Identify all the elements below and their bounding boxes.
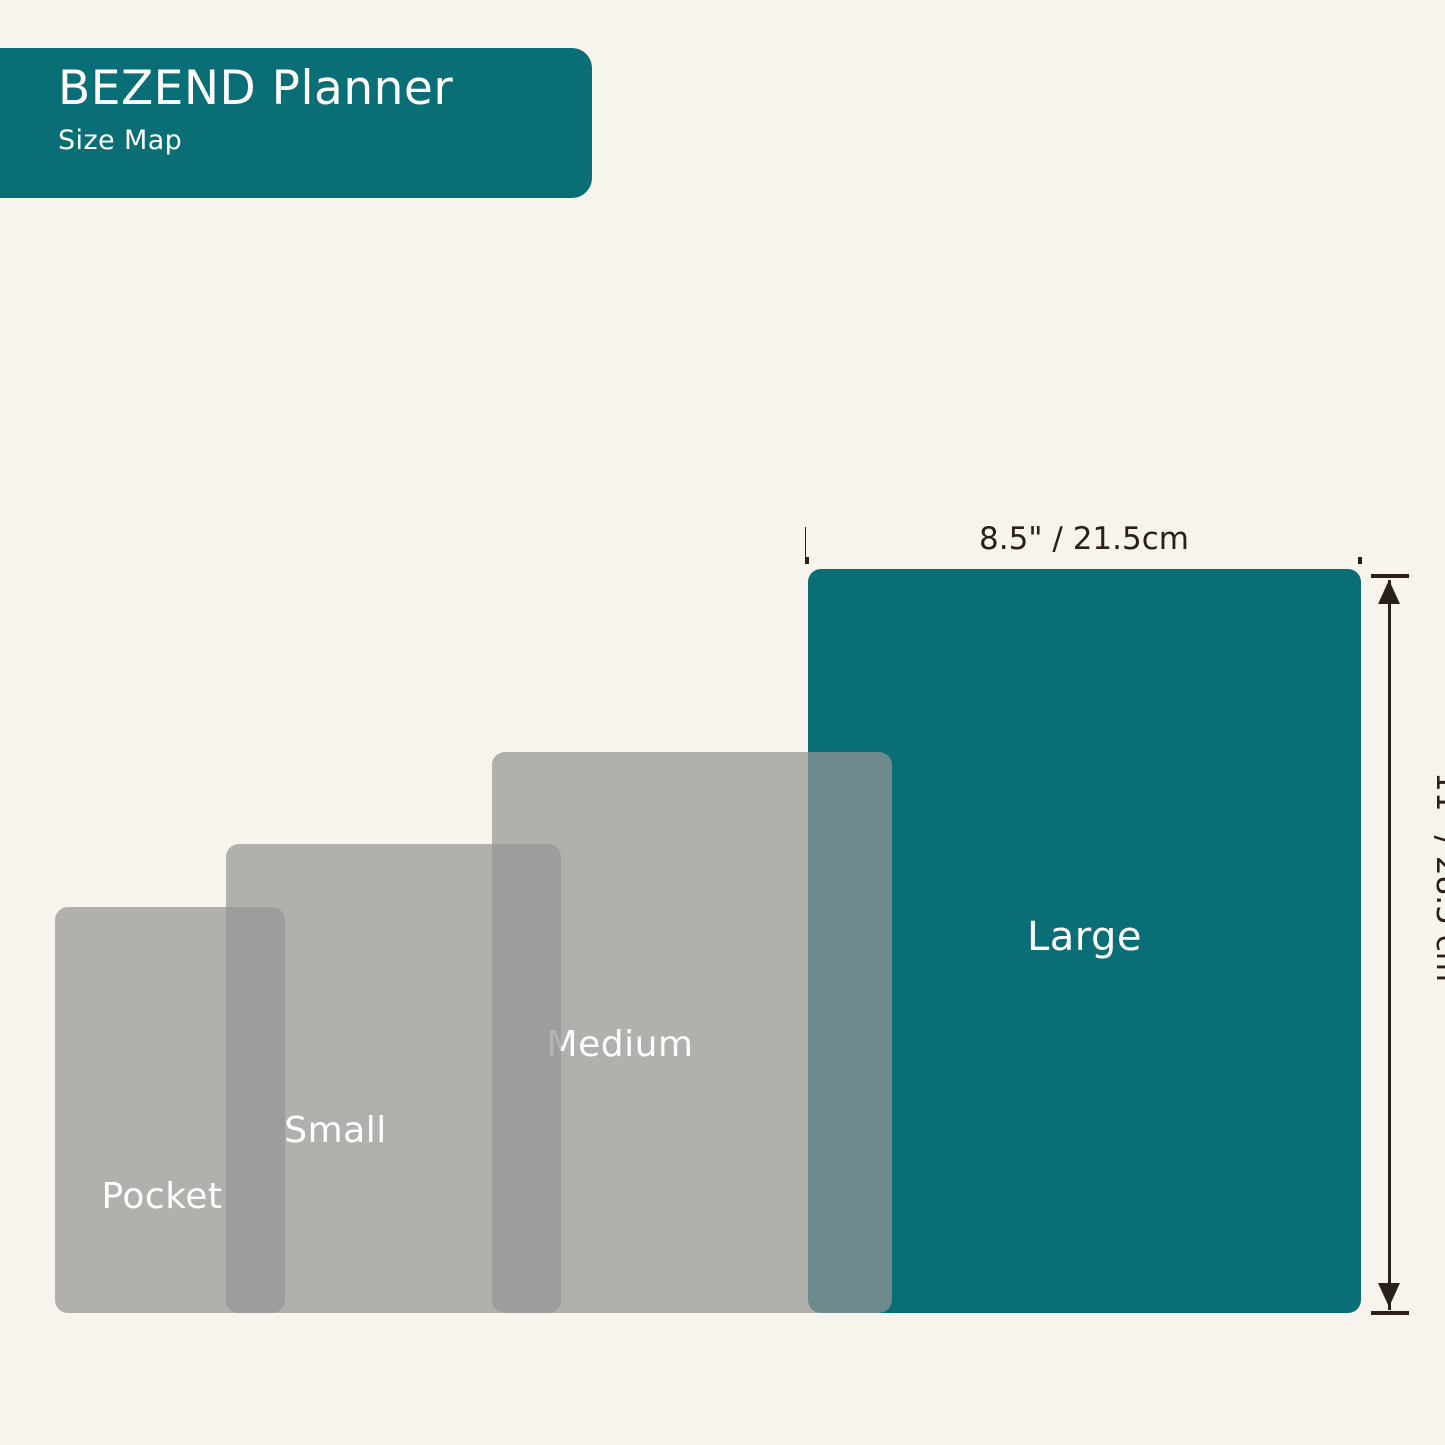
size-card-label-small: Small — [284, 1110, 387, 1151]
height-dimension-line — [1388, 580, 1391, 1310]
arrow-down-icon — [1378, 1283, 1400, 1307]
size-card-label-large: Large — [1026, 914, 1143, 960]
height-dimension-label: 11" / 28.5 cm — [1429, 758, 1445, 996]
height-extension-line-top — [1371, 574, 1409, 578]
size-card-pocket[interactable]: Pocket — [55, 907, 285, 1313]
width-dimension-value: 8.5" / 21.5cm — [961, 521, 1207, 557]
width-dimension-label: 8.5" / 21.5cm — [806, 521, 1362, 557]
page-title: BEZEND Planner — [58, 61, 454, 116]
arrow-up-icon — [1378, 580, 1400, 604]
size-card-label-pocket: Pocket — [101, 1175, 223, 1217]
page-subtitle: Size Map — [58, 125, 183, 157]
size-card-label-medium: Medium — [546, 1024, 694, 1065]
height-extension-line-bottom — [1371, 1311, 1409, 1315]
header-badge: BEZEND Planner Size Map — [0, 48, 592, 198]
height-dimension-value: 11" / 28.5 cm — [1429, 758, 1445, 996]
